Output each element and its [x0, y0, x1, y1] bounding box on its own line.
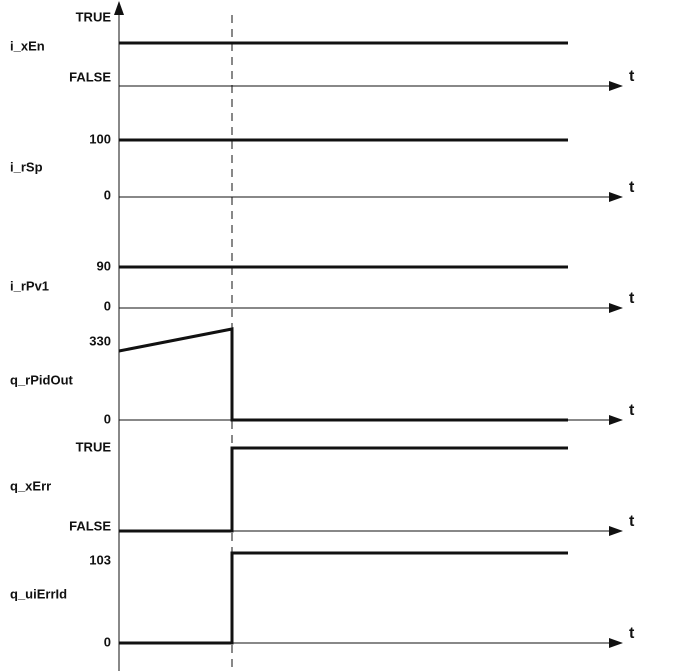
wave [119, 446, 568, 533]
low-label: 0 [104, 634, 111, 649]
wave [118, 327, 568, 422]
signal-name: i_xEn [10, 38, 45, 53]
low-label: 0 [104, 411, 111, 426]
high-label: TRUE [76, 9, 112, 24]
low-label: 0 [104, 187, 111, 202]
signal-name: i_rSp [10, 159, 43, 174]
signal-name: q_xErr [10, 478, 51, 493]
time-label: t [629, 68, 635, 85]
low-label: FALSE [69, 518, 111, 533]
time-label: t [629, 402, 635, 419]
waveforms [118, 41, 568, 645]
signal-name: q_rPidOut [10, 372, 74, 387]
low-label: FALSE [69, 69, 111, 84]
high-label: 330 [89, 333, 111, 348]
high-label: 103 [89, 552, 111, 567]
low-label: 0 [104, 298, 111, 313]
high-label: TRUE [76, 439, 112, 454]
time-label: t [629, 179, 635, 196]
time-label: t [629, 290, 635, 307]
signal-name: q_uiErrId [10, 586, 67, 601]
signal-name: i_rPv1 [10, 278, 49, 293]
high-label: 90 [97, 258, 111, 273]
wave [119, 551, 568, 645]
time-label: t [629, 625, 635, 642]
time-label: t [629, 513, 635, 530]
high-label: 100 [89, 131, 111, 146]
